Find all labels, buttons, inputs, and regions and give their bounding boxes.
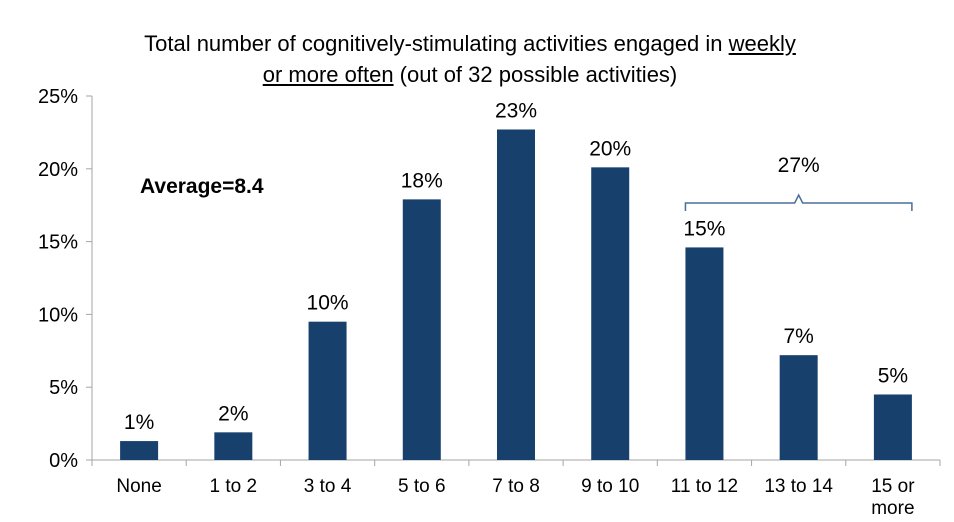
chart-title: Total number of cognitively-stimulating … — [0, 28, 940, 90]
average-annotation: Average=8.4 — [140, 175, 264, 198]
x-category-label: 5 to 6 — [398, 476, 446, 497]
data-label: 23% — [495, 99, 537, 122]
data-label: 2% — [218, 402, 248, 425]
data-label: 20% — [589, 137, 631, 160]
title-underlined-frequency: or more often — [262, 62, 394, 87]
chart-title-line-2: or more often (out of 32 possible activi… — [0, 59, 940, 90]
bar — [402, 199, 441, 460]
data-label: 18% — [401, 169, 443, 192]
y-tick-label: 15% — [38, 232, 78, 254]
bracket-label: 27% — [778, 154, 820, 177]
title-underlined-weekly: weekly — [728, 31, 796, 56]
y-tick-label: 20% — [38, 159, 78, 181]
x-category-label: 11 to 12 — [671, 476, 738, 497]
x-category-label: None — [116, 476, 161, 497]
bar — [497, 129, 535, 460]
x-category-label: 7 to 8 — [492, 476, 540, 497]
data-label: 7% — [783, 325, 813, 348]
bar — [779, 355, 818, 460]
y-tick-label: 25% — [38, 86, 78, 108]
data-label: 10% — [307, 292, 349, 315]
x-category-label: 1 to 2 — [210, 476, 258, 497]
x-category-label: 13 to 14 — [764, 476, 833, 497]
bracket-annotation — [684, 193, 913, 211]
y-tick-label: 0% — [49, 450, 78, 472]
title-line1-prefix: Total number of cognitively-stimulating … — [144, 31, 729, 56]
bar — [214, 432, 253, 460]
y-tick-label: 10% — [38, 304, 78, 326]
x-category-label: 15 or more — [871, 476, 915, 519]
data-label: 1% — [124, 411, 154, 434]
x-category-label: 3 to 4 — [304, 476, 352, 497]
bar — [685, 247, 724, 460]
title-line2-suffix: (out of 32 possible activities) — [393, 62, 678, 87]
bar — [120, 441, 159, 460]
x-category-label: 9 to 10 — [581, 476, 639, 497]
data-label: 15% — [683, 217, 725, 240]
bar — [308, 321, 347, 460]
chart-title-line-1: Total number of cognitively-stimulating … — [0, 28, 940, 59]
bar — [591, 167, 630, 460]
bar — [873, 394, 912, 460]
data-label: 5% — [878, 364, 908, 387]
y-tick-label: 5% — [49, 377, 78, 399]
